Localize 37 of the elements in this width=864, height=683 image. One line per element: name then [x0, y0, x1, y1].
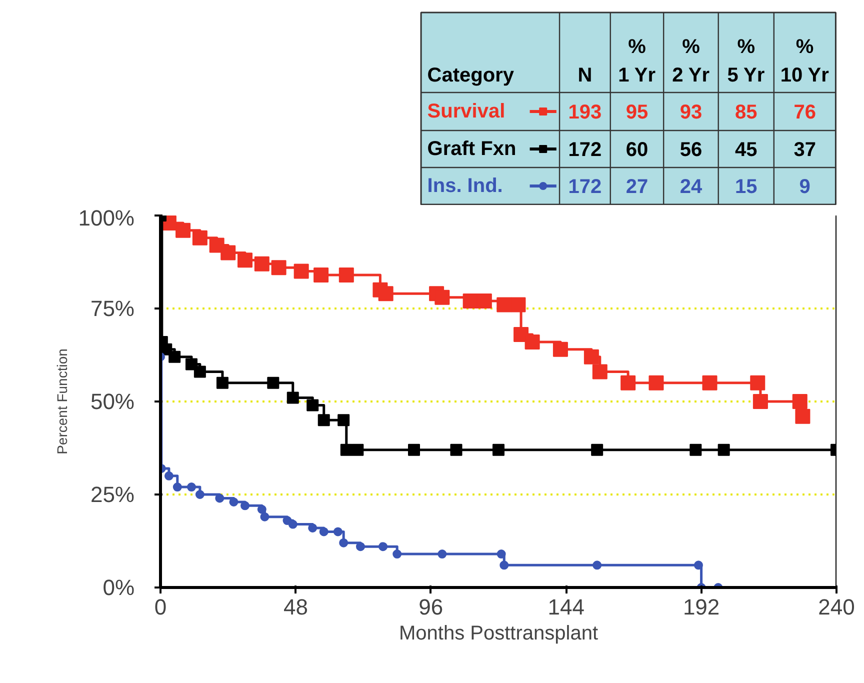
x-tick-label: 0 — [154, 594, 167, 620]
text: % 5 Yr — [727, 36, 765, 86]
text: 95 — [626, 102, 648, 124]
legend-label: Survival — [427, 100, 506, 122]
y-tick-label: 75% — [90, 296, 135, 321]
text: 56 — [680, 139, 702, 161]
x-tick-label: 192 — [682, 594, 720, 620]
text: Category — [427, 64, 515, 86]
text: 85 — [735, 102, 758, 124]
text: 172 — [568, 139, 602, 161]
text: 27 — [626, 176, 648, 198]
y-tick-label: 50% — [90, 389, 135, 414]
legend-label: Graft Fxn — [427, 138, 516, 160]
text: N — [578, 64, 592, 86]
y-tick-label: 25% — [90, 482, 135, 507]
text: % 10 Yr — [780, 36, 830, 86]
x-axis-title: Months Posttransplant — [399, 622, 598, 644]
text: 76 — [794, 102, 816, 124]
y-axis-title: Percent Function — [54, 348, 70, 454]
text: % 2 Yr — [672, 36, 710, 86]
text: % 1 Yr — [618, 36, 656, 86]
y-tick-label: 0% — [102, 575, 134, 600]
x-tick-label: 240 — [818, 594, 855, 620]
text: 93 — [680, 102, 702, 124]
text: 9 — [799, 176, 810, 198]
x-tick-label: 144 — [548, 594, 584, 620]
text: 172 — [568, 176, 602, 198]
text: 193 — [568, 102, 602, 124]
x-tick-label: 48 — [283, 594, 308, 620]
text: 15 — [735, 176, 758, 198]
x-tick-label: 96 — [418, 594, 444, 620]
legend-label: Ins. Ind. — [427, 175, 503, 197]
text: 24 — [680, 176, 703, 198]
y-tick-label: 100% — [78, 206, 135, 230]
text: 45 — [735, 139, 758, 161]
text: 37 — [794, 139, 816, 161]
text: 60 — [626, 139, 648, 161]
